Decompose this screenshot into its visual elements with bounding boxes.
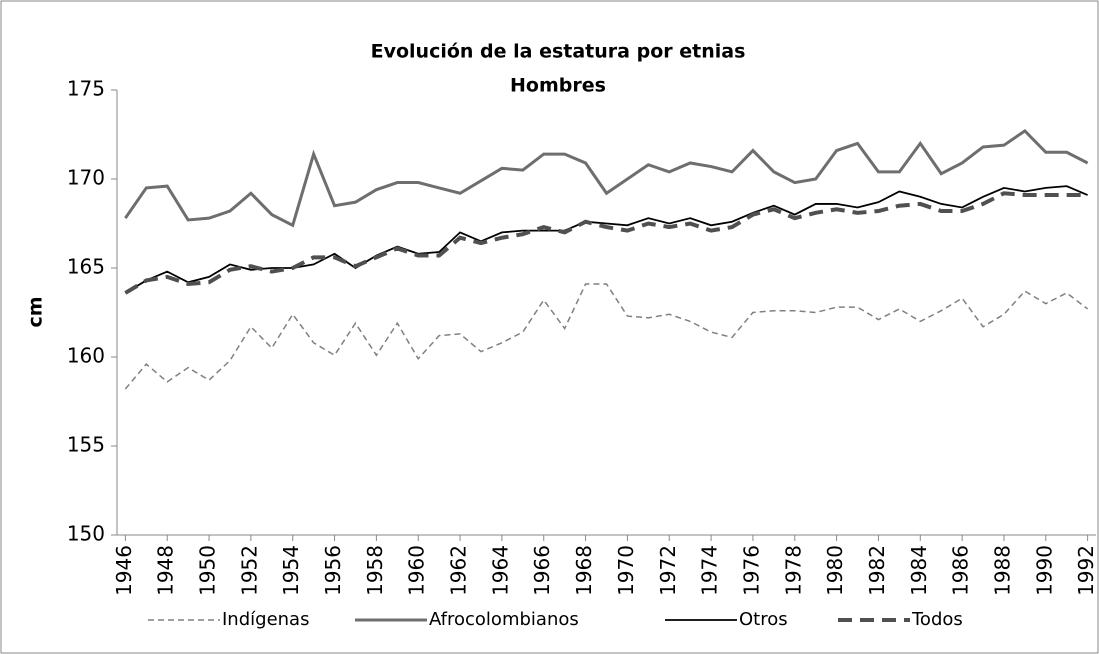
legend-label: Afrocolombianos <box>429 609 579 630</box>
x-tick-label: 1968 <box>572 545 596 596</box>
y-tick-label: 165 <box>67 255 105 279</box>
x-tick-label: 1962 <box>447 545 471 596</box>
x-tick-label: 1970 <box>614 545 638 596</box>
y-tick-label: 150 <box>67 522 105 546</box>
x-tick-label: 1956 <box>321 545 345 596</box>
x-tick-label: 1948 <box>154 545 178 596</box>
x-tick-label: 1976 <box>739 545 763 596</box>
y-tick-label: 155 <box>67 433 105 457</box>
y-tick-label: 175 <box>67 77 105 101</box>
y-axis-label: cm <box>25 296 47 327</box>
legend-label: Todos <box>911 609 963 630</box>
x-tick-label: 1960 <box>405 545 429 596</box>
x-tick-label: 1980 <box>823 545 847 596</box>
x-tick-label: 1974 <box>698 545 722 596</box>
legend-label: Indígenas <box>222 609 309 630</box>
x-tick-label: 1972 <box>656 545 680 596</box>
x-tick-label: 1946 <box>112 545 136 596</box>
y-tick-label: 170 <box>67 166 105 190</box>
x-tick-label: 1992 <box>1074 545 1098 596</box>
x-tick-label: 1958 <box>363 545 387 596</box>
y-tick-label: 160 <box>67 344 105 368</box>
x-tick-label: 1950 <box>196 545 220 596</box>
x-tick-label: 1984 <box>907 545 931 596</box>
data-line <box>124 191 1088 295</box>
legend-label: Otros <box>739 609 788 630</box>
data-line <box>124 128 1089 228</box>
data-line <box>124 283 1089 390</box>
data-line <box>124 185 1088 294</box>
x-tick-label: 1988 <box>990 545 1014 596</box>
chart-title: Evolución de la estatura por etnias <box>371 41 746 63</box>
chart-subtitle: Hombres <box>510 75 606 97</box>
x-tick-label: 1986 <box>949 545 973 596</box>
x-tick-label: 1966 <box>530 545 554 596</box>
x-tick-label: 1982 <box>865 545 889 596</box>
x-tick-label: 1954 <box>279 545 303 596</box>
x-tick-label: 1964 <box>488 545 512 596</box>
x-tick-label: 1978 <box>781 545 805 596</box>
x-tick-label: 1952 <box>237 545 261 596</box>
x-tick-label: 1990 <box>1032 545 1056 596</box>
